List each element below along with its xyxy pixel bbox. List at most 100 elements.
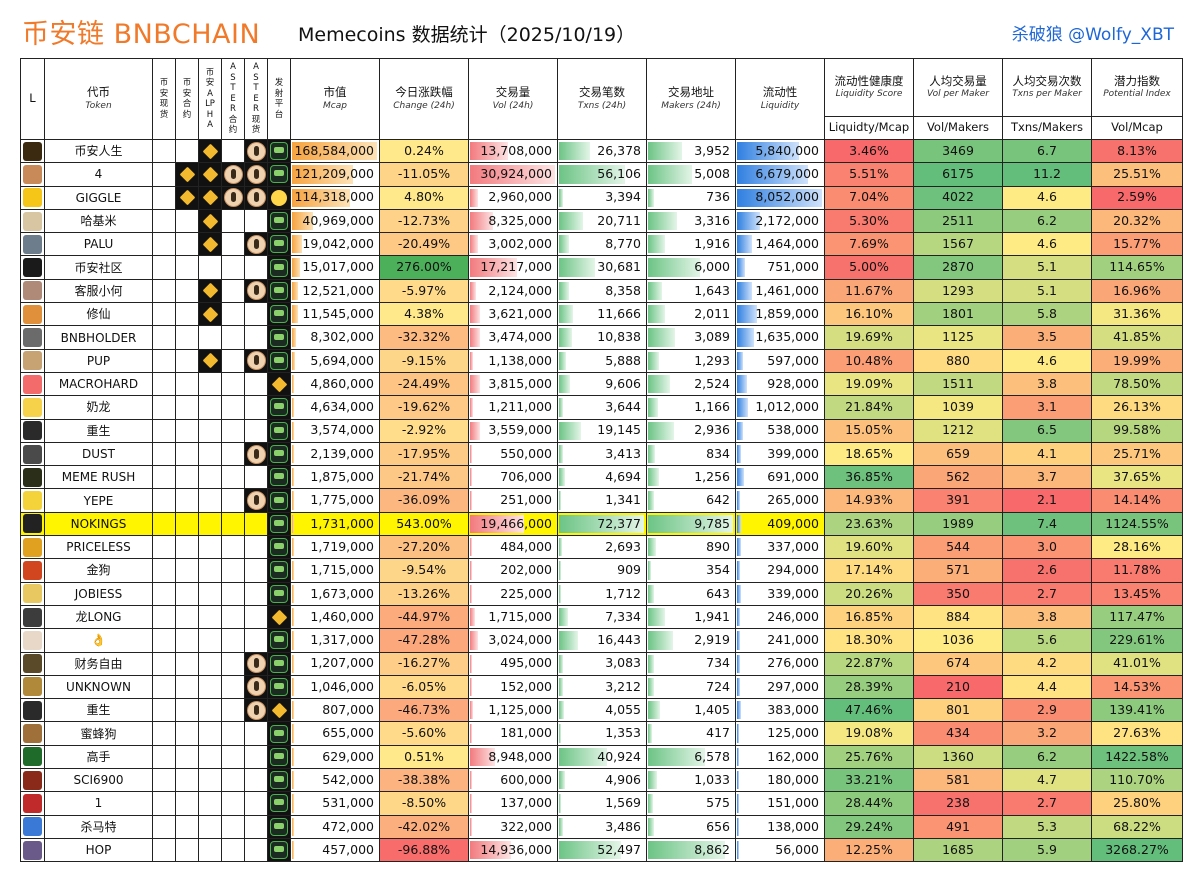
token-name[interactable]: PALU — [44, 232, 153, 257]
col-mcap-header: 市值 Mcap — [290, 58, 380, 140]
tpm-cell: 2.7 — [1002, 791, 1092, 816]
table-row[interactable]: HOP 457,000 -96.88% 14,936,000 52,497 8,862 56… — [20, 837, 1183, 863]
liq-databar — [737, 677, 741, 697]
txns-cell: 9,606 — [557, 371, 647, 397]
txns-cell: 3,083 — [557, 651, 647, 676]
txns-value: 3,394 — [605, 189, 641, 205]
mcap-cell: 1,875,000 — [290, 465, 380, 490]
makers-databar — [648, 654, 655, 673]
token-name[interactable]: NOKINGS — [44, 511, 153, 537]
token-name[interactable]: 蜜蜂狗 — [44, 721, 153, 746]
token-name[interactable]: 财务自由 — [44, 651, 153, 676]
binance-icon — [202, 166, 218, 183]
flag-cell — [221, 628, 245, 653]
token-name[interactable]: 客服小何 — [44, 278, 153, 304]
table-row[interactable]: 龙LONG 1,460,000 -44.97% 1,715,000 7,334 1,941… — [20, 604, 1183, 630]
token-name[interactable]: 杀马特 — [44, 814, 153, 839]
table-row[interactable]: DUST 2,139,000 -17.95% 550,000 3,413 834 399,0… — [20, 441, 1183, 467]
token-name[interactable]: 👌 — [44, 628, 153, 653]
table-row[interactable]: 重生 807,000 -46.73% 1,125,000 4,055 1,405 383,0… — [20, 698, 1183, 723]
token-logo — [20, 651, 45, 676]
flag-cell — [198, 674, 222, 700]
table-row[interactable]: 客服小何 12,521,000 -5.97% 2,124,000 8,358 1,643 1… — [20, 278, 1183, 304]
token-name[interactable]: 重生 — [44, 698, 153, 723]
vpm-cell: 674 — [913, 651, 1003, 676]
mcap-databar — [292, 794, 294, 813]
token-name[interactable]: 币安人生 — [44, 138, 153, 164]
flag-cell — [152, 535, 176, 560]
mcap-cell: 472,000 — [290, 814, 380, 839]
token-name[interactable]: PRICELESS — [44, 535, 153, 560]
token-name[interactable]: 4 — [44, 162, 153, 187]
table-row[interactable]: 币安社区 15,017,000 276.00% 17,217,000 30,681 6,0… — [20, 255, 1183, 280]
txns-cell: 3,644 — [557, 395, 647, 420]
mcap-value: 3,574,000 — [310, 422, 374, 438]
table-row[interactable]: 财务自由 1,207,000 -16.27% 495,000 3,083 734 276,0… — [20, 651, 1183, 676]
token-name[interactable]: BNBHOLDER — [44, 325, 153, 350]
token-name[interactable]: SCI6900 — [44, 768, 153, 793]
txns-databar — [559, 328, 572, 347]
mcap-cell: 4,860,000 — [290, 371, 380, 397]
token-name[interactable]: UNKNOWN — [44, 674, 153, 700]
token-name[interactable]: PUP — [44, 348, 153, 373]
potential-cell: 110.70% — [1091, 768, 1183, 793]
txns-databar — [559, 188, 563, 207]
flag-cell — [221, 395, 245, 420]
token-name[interactable]: MEME RUSH — [44, 465, 153, 490]
table-row[interactable]: 👌 1,317,000 -47.28% 3,024,000 16,443 2,919 241… — [20, 628, 1183, 653]
table-row[interactable]: SCI6900 542,000 -38.38% 600,000 4,906 1,033 18… — [20, 768, 1183, 793]
liq_score-cell: 33.21% — [824, 768, 914, 793]
liq-cell: 751,000 — [735, 255, 825, 280]
tpm-cell: 4.6 — [1002, 185, 1092, 210]
table-row[interactable]: 杀马特 472,000 -42.02% 322,000 3,486 656 138,000 2… — [20, 814, 1183, 839]
tpm-cell: 6.2 — [1002, 208, 1092, 234]
table-row[interactable]: MACROHARD 4,860,000 -24.49% 3,815,000 9,606 2… — [20, 371, 1183, 397]
four-meme-icon — [270, 538, 288, 557]
table-row[interactable]: PALU 19,042,000 -20.49% 3,002,000 8,770 1,916… — [20, 232, 1183, 257]
table-row[interactable]: NOKINGS 1,731,000 543.00% 19,466,000 72,377 9… — [20, 511, 1183, 537]
token-name[interactable]: 高手 — [44, 744, 153, 770]
token-name[interactable]: 重生 — [44, 418, 153, 443]
table-row[interactable]: GIGGLE 114,318,000 4.80% 2,960,000 3,394 736 8… — [20, 185, 1183, 210]
table-row[interactable]: BNBHOLDER 8,302,000 -32.32% 3,474,000 10,838… — [20, 325, 1183, 350]
liq_score-cell: 7.04% — [824, 185, 914, 210]
token-name[interactable]: 金狗 — [44, 558, 153, 583]
col-vol-header: 交易量 Vol (24h) — [468, 58, 558, 140]
token-name[interactable]: 1 — [44, 791, 153, 816]
token-name[interactable]: 币安社区 — [44, 255, 153, 280]
table-row[interactable]: 4 121,209,000 -11.05% 30,924,000 56,106 5,008… — [20, 162, 1183, 187]
table-row[interactable]: 蜜蜂狗 655,000 -5.60% 181,000 1,353 417 125,000 19… — [20, 721, 1183, 746]
txns-value: 10,838 — [597, 329, 641, 345]
vol-value: 484,000 — [500, 538, 552, 554]
mcap-cell: 114,318,000 — [290, 185, 380, 210]
table-row[interactable]: 修仙 11,545,000 4.38% 3,621,000 11,666 2,011 1,8… — [20, 302, 1183, 327]
table-row[interactable]: 币安人生 168,584,000 0.24% 13,708,000 26,378 3,95… — [20, 138, 1183, 164]
table-row[interactable]: YEPE 1,775,000 -36.09% 251,000 1,341 642 265,0… — [20, 488, 1183, 513]
table-row[interactable]: PRICELESS 1,719,000 -27.20% 484,000 2,693 890… — [20, 535, 1183, 560]
table-row[interactable]: UNKNOWN 1,046,000 -6.05% 152,000 3,212 724 297… — [20, 674, 1183, 700]
table-row[interactable]: 金狗 1,715,000 -9.54% 202,000 909 354 294,000 17.… — [20, 558, 1183, 583]
token-name[interactable]: 龙LONG — [44, 604, 153, 630]
txns-value: 909 — [617, 562, 641, 578]
table-row[interactable]: PUP 5,694,000 -9.15% 1,138,000 5,888 1,293 597… — [20, 348, 1183, 373]
table-row[interactable]: 重生 3,574,000 -2.92% 3,559,000 19,145 2,936 538… — [20, 418, 1183, 443]
token-name[interactable]: 奶龙 — [44, 395, 153, 420]
table-row[interactable]: MEME RUSH 1,875,000 -21.74% 706,000 4,694 1,2… — [20, 465, 1183, 490]
token-name[interactable]: GIGGLE — [44, 185, 153, 210]
token-name[interactable]: 哈基米 — [44, 208, 153, 234]
token-name[interactable]: DUST — [44, 441, 153, 467]
token-name[interactable]: MACROHARD — [44, 371, 153, 397]
table-row[interactable]: 奶龙 4,634,000 -19.62% 1,211,000 3,644 1,166 1,0… — [20, 395, 1183, 420]
table-row[interactable]: JOBIESS 1,673,000 -13.26% 225,000 1,712 643 33… — [20, 581, 1183, 606]
txns-databar — [559, 398, 564, 417]
token-name[interactable]: YEPE — [44, 488, 153, 513]
vol-value: 1,715,000 — [488, 608, 552, 624]
table-row[interactable]: 1 531,000 -8.50% 137,000 1,569 575 151,000 28.4… — [20, 791, 1183, 816]
vol-value: 600,000 — [500, 771, 552, 787]
token-name[interactable]: 修仙 — [44, 302, 153, 327]
table-row[interactable]: 高手 629,000 0.51% 8,948,000 40,924 6,578 162,00… — [20, 744, 1183, 770]
author-handle[interactable]: 杀破狼 @Wolfy_XBT — [1011, 25, 1174, 45]
table-row[interactable]: 哈基米 40,969,000 -12.73% 8,325,000 20,711 3,316… — [20, 208, 1183, 234]
token-name[interactable]: HOP — [44, 837, 153, 863]
token-name[interactable]: JOBIESS — [44, 581, 153, 606]
